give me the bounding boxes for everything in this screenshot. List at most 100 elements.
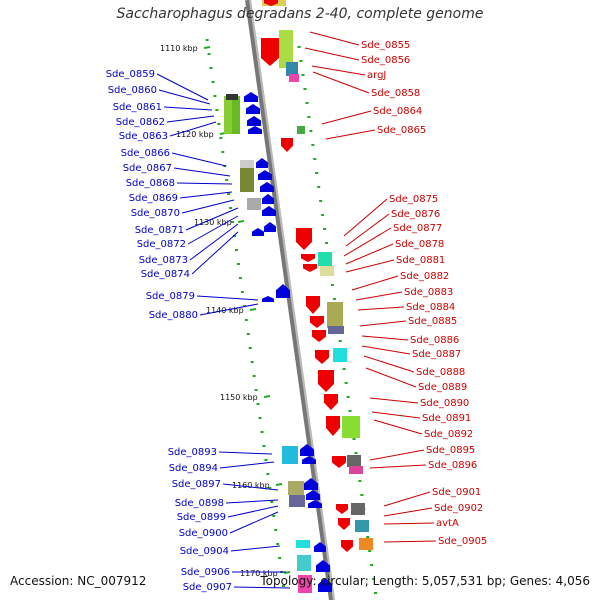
annotation-block <box>318 252 332 266</box>
forward-gene-label: Sde_0890 <box>420 398 469 409</box>
reverse-gene-label: Sde_0899 <box>177 512 226 523</box>
reverse-gene-label: Sde_0872 <box>137 239 186 250</box>
annotation-block <box>279 30 293 68</box>
reverse-gene-arrow <box>308 500 322 508</box>
forward-gene-label-connector <box>345 259 395 273</box>
forward-gene-label-connector <box>383 540 437 543</box>
forward-gene-label: Sde_0878 <box>395 239 444 250</box>
reverse-gene-label-connector <box>169 121 217 137</box>
forward-gene-label-connector <box>343 198 388 237</box>
forward-gene-label: Sde_0855 <box>361 40 410 51</box>
reverse-gene-arrow <box>262 206 276 216</box>
forward-gene-label-connector <box>383 491 431 507</box>
annotation-block <box>297 555 311 571</box>
forward-gene-label-connector <box>325 129 376 140</box>
reverse-gene-label: Sde_0874 <box>141 269 190 280</box>
reverse-gene-label-connector <box>181 199 235 214</box>
forward-gene-label-connector <box>373 419 423 435</box>
annotation-block <box>355 520 369 532</box>
forward-gene-arrow <box>301 254 315 262</box>
annotation-block <box>288 481 304 495</box>
forward-gene-label: argJ <box>367 70 386 81</box>
forward-gene-label-connector <box>361 345 411 355</box>
reverse-gene-label-connector <box>229 511 279 534</box>
annotation-block <box>320 266 334 276</box>
reverse-gene-label: Sde_0869 <box>129 193 178 204</box>
reverse-gene-label-connector <box>191 231 239 275</box>
forward-gene-label-connector <box>304 47 360 61</box>
reverse-gene-arrow <box>258 170 272 180</box>
reverse-gene-label: Sde_0861 <box>113 102 162 113</box>
forward-gene-label-connector <box>383 507 433 517</box>
forward-gene-arrow <box>338 518 350 530</box>
forward-gene-arrow <box>312 330 326 342</box>
forward-gene-label: Sde_0856 <box>361 55 410 66</box>
reverse-gene-label-connector <box>158 89 211 105</box>
reverse-gene-arrow <box>256 158 268 168</box>
annotation-block <box>333 348 347 362</box>
reverse-gene-arrow <box>276 284 290 298</box>
forward-gene-label: Sde_0864 <box>373 106 422 117</box>
reverse-gene-arrow <box>252 228 264 236</box>
forward-gene-arrow <box>264 0 278 6</box>
annotation-block <box>289 74 299 82</box>
forward-gene-label-connector <box>355 291 403 301</box>
reverse-gene-label-connector <box>189 223 239 261</box>
reverse-gene-arrow <box>262 296 274 302</box>
annotation-block <box>240 168 254 192</box>
forward-gene-arrow <box>332 456 346 468</box>
reverse-gene-label-connector <box>233 586 291 589</box>
forward-gene-label: Sde_0892 <box>424 429 473 440</box>
forward-gene-arrow <box>261 38 279 66</box>
forward-gene-label-connector <box>351 275 399 291</box>
forward-gene-label-connector <box>361 335 409 341</box>
reverse-gene-arrow <box>316 560 330 572</box>
reverse-gene-arrow <box>306 490 320 500</box>
annotation-block <box>347 455 361 467</box>
forward-gene-label-connector <box>369 464 427 469</box>
forward-gene-label-connector <box>345 213 390 247</box>
reverse-gene-label-connector <box>225 499 279 504</box>
forward-gene-label-connector <box>369 449 425 461</box>
reverse-gene-label: Sde_0907 <box>183 582 232 593</box>
forward-gene-label-connector <box>309 31 360 46</box>
reverse-gene-label: Sde_0862 <box>116 117 165 128</box>
reverse-gene-label: Sde_0868 <box>126 178 175 189</box>
forward-gene-label: Sde_0896 <box>428 460 477 471</box>
kbp-tick-mark <box>249 308 257 311</box>
forward-gene-label: avtA <box>436 518 459 529</box>
reverse-gene-label: Sde_0870 <box>131 208 180 219</box>
reverse-gene-label: Sde_0879 <box>146 291 195 302</box>
kbp-tick-mark <box>283 571 291 574</box>
reverse-gene-label: Sde_0894 <box>169 463 218 474</box>
forward-gene-arrow <box>306 296 320 314</box>
forward-gene-label: Sde_0882 <box>400 271 449 282</box>
forward-gene-label: Sde_0895 <box>426 445 475 456</box>
reverse-gene-label: Sde_0873 <box>139 255 188 266</box>
forward-gene-arrow <box>341 540 353 552</box>
annotation-block <box>342 416 360 438</box>
reverse-gene-label: Sde_0906 <box>181 567 230 578</box>
reverse-gene-label-connector <box>179 191 233 199</box>
forward-gene-label: Sde_0901 <box>432 487 481 498</box>
reverse-gene-label: Sde_0904 <box>180 546 229 557</box>
reverse-gene-arrow <box>262 194 274 204</box>
reverse-gene-label: Sde_0898 <box>175 498 224 509</box>
reverse-gene-label-connector <box>230 545 281 552</box>
reverse-gene-arrow <box>246 104 260 114</box>
reverse-gene-label-connector <box>219 461 275 469</box>
kbp-tick-label: 1160 kbp <box>232 481 270 490</box>
forward-gene-label: Sde_0886 <box>410 335 459 346</box>
reverse-gene-label-connector <box>166 115 215 123</box>
forward-gene-label: Sde_0877 <box>393 223 442 234</box>
annotation-block <box>289 495 305 507</box>
forward-gene-label: Sde_0876 <box>391 209 440 220</box>
reverse-gene-arrow <box>247 116 261 126</box>
annotation-block <box>224 96 232 134</box>
forward-gene-label-connector <box>363 355 415 373</box>
reverse-gene-label: Sde_0897 <box>172 479 221 490</box>
kbp-tick-label: 1130 kbp <box>194 218 232 227</box>
forward-gene-arrow <box>315 350 329 364</box>
reverse-gene-label-connector <box>222 483 279 491</box>
